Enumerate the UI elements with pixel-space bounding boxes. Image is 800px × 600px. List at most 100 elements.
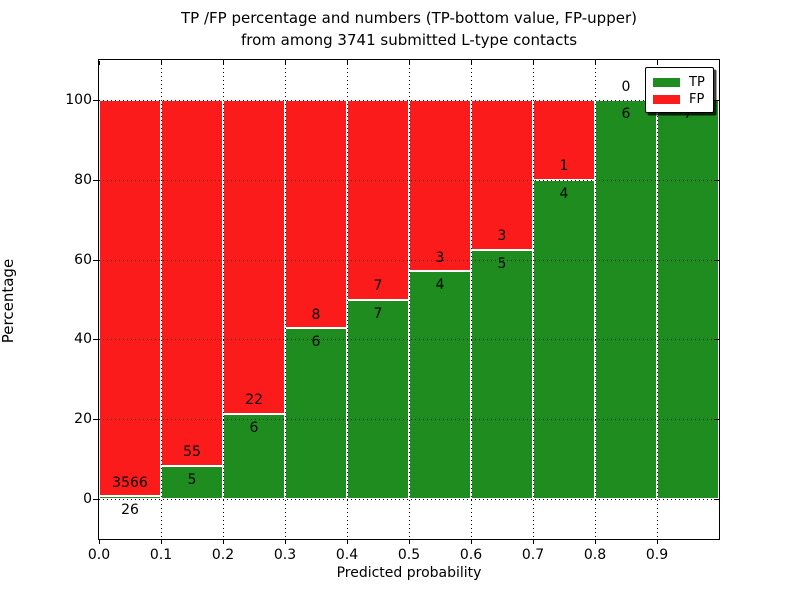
x-tick-top <box>409 61 410 65</box>
x-tick-top <box>657 61 658 65</box>
y-axis-label: Percentage <box>0 258 17 344</box>
gridline-horizontal <box>99 179 719 181</box>
gridline-vertical <box>471 60 472 539</box>
y-tick-right <box>714 499 719 500</box>
gridline-vertical <box>223 60 224 539</box>
x-tick <box>161 539 162 544</box>
bar-segment-tp <box>595 100 657 499</box>
y-tick-label: 40 <box>74 331 92 348</box>
y-tick <box>93 179 99 181</box>
bar-segment-fp <box>533 100 595 180</box>
bar-segment-fp <box>161 100 223 466</box>
annotation-tp-count: 5 <box>187 471 197 488</box>
gridline-vertical <box>161 60 162 539</box>
y-tick-right <box>714 259 719 261</box>
annotation-fp-count: 3 <box>497 228 507 245</box>
x-tick-label: 0.1 <box>149 547 173 563</box>
annotation-fp-count: 8 <box>311 306 321 323</box>
x-tick-top <box>533 61 534 65</box>
x-tick <box>99 539 100 544</box>
x-tick <box>533 539 534 544</box>
annotation-fp-count: 7 <box>373 278 383 294</box>
x-tick <box>285 539 286 544</box>
annotation-fp-count: 3566 <box>112 474 148 491</box>
x-tick-top <box>161 61 162 65</box>
bar-segment-tp <box>347 299 409 499</box>
annotation-tp-count: 4 <box>435 277 445 293</box>
x-tick-top <box>99 61 100 65</box>
legend-label-tp: TP <box>689 75 705 90</box>
gridline-vertical <box>657 60 658 539</box>
y-tick-label: 80 <box>74 171 92 188</box>
bar-segment-fp <box>285 100 347 328</box>
x-tick-label: 0.3 <box>273 547 297 563</box>
x-tick-label: 0.8 <box>583 547 607 563</box>
annotation-tp-count: 6 <box>249 419 259 436</box>
annotation-tp-count: 26 <box>121 502 139 519</box>
y-tick <box>93 339 99 341</box>
annotation-fp-count: 1 <box>559 158 569 175</box>
x-tick <box>347 539 348 544</box>
legend: TP FP <box>645 67 714 113</box>
y-tick-label: 0 <box>83 491 92 507</box>
x-tick-top <box>471 61 472 65</box>
gridline-vertical <box>533 60 534 539</box>
y-tick <box>93 499 99 500</box>
gridline-horizontal <box>99 259 719 261</box>
gridline-horizontal <box>99 339 719 341</box>
bar-segment-tp <box>99 496 161 499</box>
x-tick <box>223 539 224 544</box>
gridline-vertical <box>595 60 596 539</box>
x-tick <box>409 539 410 544</box>
x-tick-label: 0.4 <box>335 547 359 563</box>
bar-segment-tp <box>657 100 719 499</box>
x-tick-top <box>223 61 224 65</box>
y-tick-right <box>714 179 719 181</box>
gridline-vertical <box>409 60 410 539</box>
legend-label-fp: FP <box>689 92 705 107</box>
annotation-tp-count: 6 <box>311 334 321 350</box>
bar-segment-tp <box>223 413 285 499</box>
bar-segment-tp <box>471 249 533 499</box>
bar-segment-fp <box>347 100 409 300</box>
y-tick-label: 100 <box>65 92 92 108</box>
y-tick-right <box>714 339 719 341</box>
x-tick-top <box>285 61 286 65</box>
annotation-fp-count: 3 <box>435 249 445 266</box>
legend-entry-tp: TP <box>653 74 713 91</box>
gridline-vertical <box>347 60 348 539</box>
x-tick <box>471 539 472 544</box>
x-tick-label: 0.6 <box>459 547 483 563</box>
y-tick-right <box>714 100 719 101</box>
bar-segment-fp <box>471 100 533 250</box>
gridline-horizontal <box>99 499 719 500</box>
chart-title: TP /FP percentage and numbers (TP-bottom… <box>99 7 719 51</box>
chart-title-line1: TP /FP percentage and numbers (TP-bottom… <box>181 9 637 27</box>
x-axis-label: Predicted probability <box>336 565 482 581</box>
chart-title-line2: from among 3741 submitted L-type contact… <box>240 31 578 49</box>
x-tick-label: 0.5 <box>397 547 421 563</box>
x-tick-top <box>595 61 596 65</box>
annotation-fp-count: 22 <box>245 392 263 408</box>
y-tick <box>93 100 99 101</box>
legend-swatch-fp-icon <box>653 95 680 104</box>
x-tick-label: 0.9 <box>645 547 669 563</box>
annotation-tp-count: 4 <box>559 185 569 202</box>
x-tick-label: 0.7 <box>521 547 545 563</box>
annotation-fp-count: 55 <box>183 444 201 461</box>
bar-segment-tp <box>409 271 471 499</box>
x-tick-top <box>347 61 348 65</box>
legend-swatch-tp-icon <box>653 78 680 87</box>
annotation-tp-count: 7 <box>683 106 693 122</box>
x-tick <box>595 539 596 544</box>
annotation-tp-count: 6 <box>621 106 631 122</box>
y-tick-label: 60 <box>74 251 92 268</box>
y-tick-label: 20 <box>74 411 92 428</box>
y-tick-right <box>714 419 719 421</box>
bar-segment-fp <box>223 100 285 414</box>
gridline-horizontal <box>99 100 719 101</box>
x-tick-label: 0.0 <box>87 547 111 563</box>
gridline-horizontal <box>99 419 719 421</box>
bar-segment-tp <box>285 328 347 499</box>
